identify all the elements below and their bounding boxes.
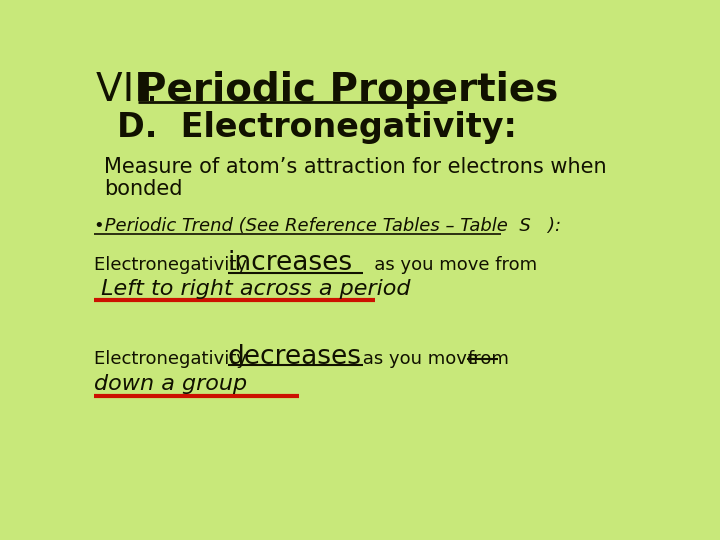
Text: Electronegativity: Electronegativity <box>94 350 253 368</box>
Text: as you move from: as you move from <box>357 256 538 274</box>
Text: decreases: decreases <box>228 343 362 369</box>
Text: Electronegativity: Electronegativity <box>94 256 253 274</box>
Text: increases: increases <box>228 249 353 275</box>
Text: Left to right across a period: Left to right across a period <box>94 279 410 299</box>
Text: down a group: down a group <box>94 374 247 394</box>
Text: •Periodic Trend (See Reference Tables – Table  S   ):: •Periodic Trend (See Reference Tables – … <box>94 217 561 235</box>
Text: as you move: as you move <box>357 350 484 368</box>
Text: VII.: VII. <box>96 71 171 109</box>
Text: Measure of atom’s attraction for electrons when: Measure of atom’s attraction for electro… <box>104 157 606 177</box>
Text: bonded: bonded <box>104 179 182 199</box>
Text: D.  Electronegativity:: D. Electronegativity: <box>117 111 517 144</box>
Text: Periodic Properties: Periodic Properties <box>138 71 559 109</box>
Text: from: from <box>467 350 509 368</box>
